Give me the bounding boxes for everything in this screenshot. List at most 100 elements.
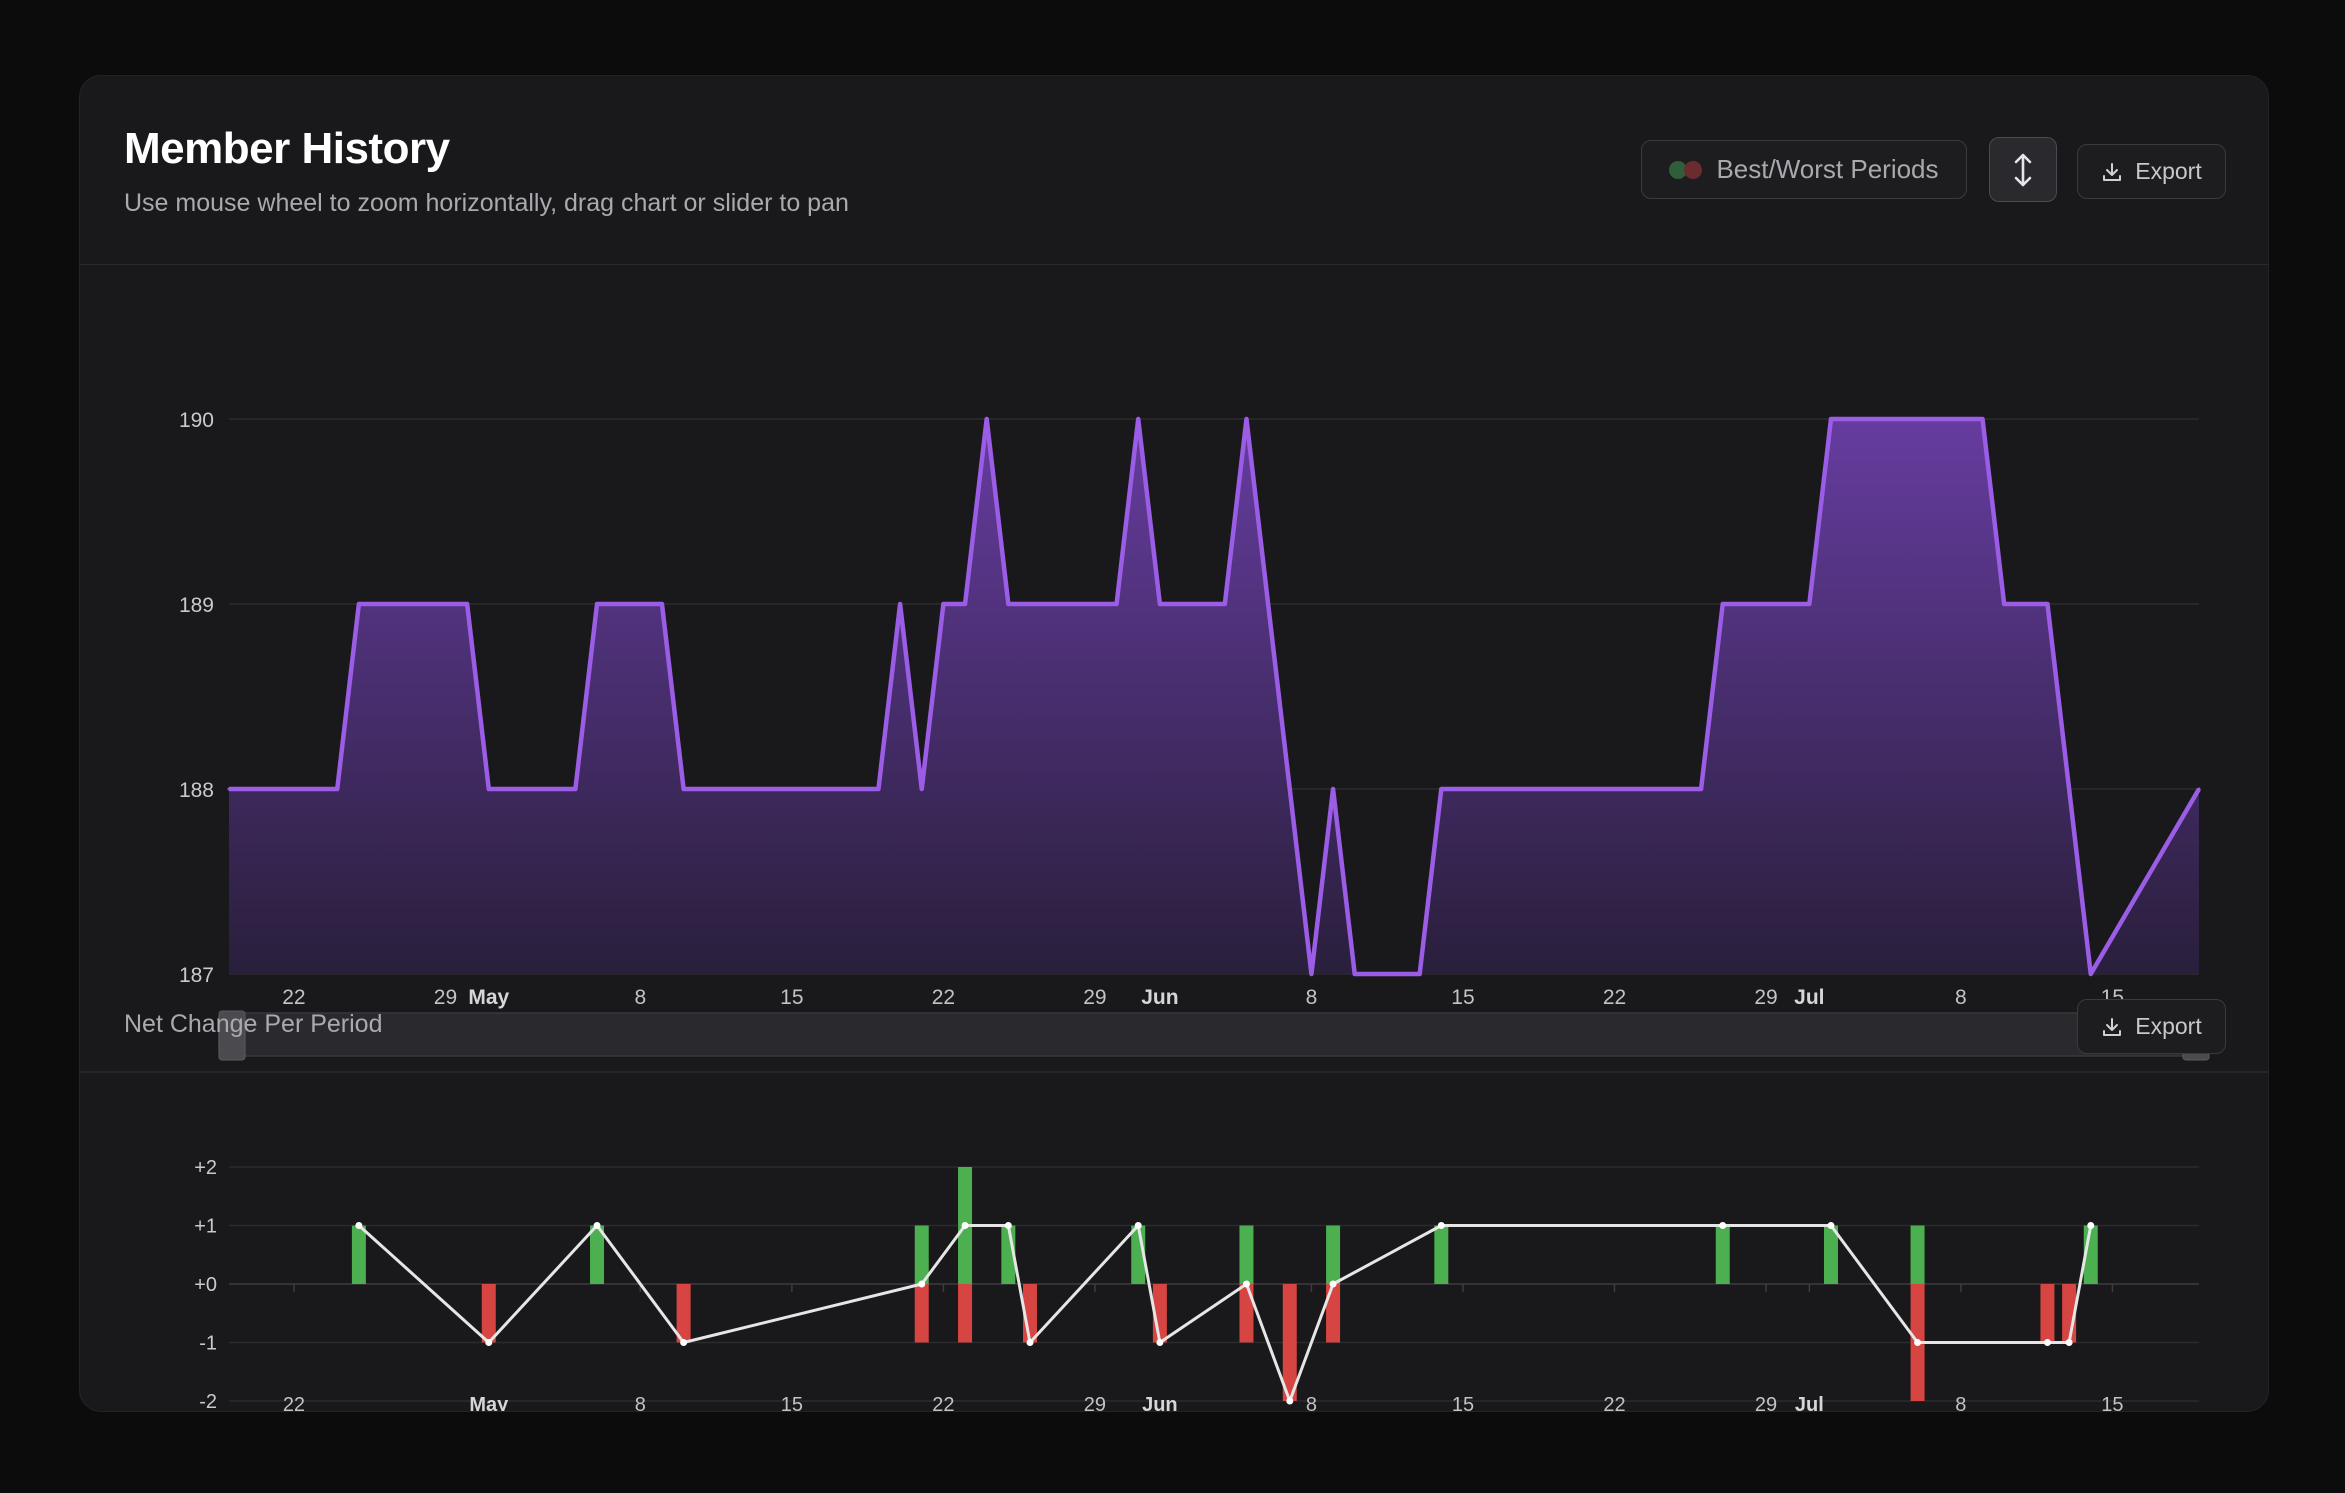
data-point: [1309, 972, 1313, 976]
data-point: [1006, 602, 1010, 606]
member-history-chart[interactable]: 190 189 188 187 22 29 May 8 15 22 29 Jun 8 15 22 29 Jul 8…: [80, 264, 2268, 1084]
y-tick-label: 187: [179, 964, 214, 987]
net-change-chart[interactable]: +2 +1 +0 -1 -2 22 May 8 15 22 29 Jun 8 15 22 29 Jul 8 15: [80, 1064, 2268, 1411]
net-point: [2043, 1339, 2051, 1346]
data-point: [357, 602, 361, 606]
net-point: [593, 1222, 601, 1229]
export-button[interactable]: Export: [2077, 144, 2226, 199]
net-point: [961, 1222, 969, 1229]
x-tick-label: May: [468, 986, 509, 1009]
net-point: [1329, 1280, 1337, 1288]
x-tick-label: 22: [283, 1394, 305, 1411]
gain-bar: [914, 1225, 929, 1284]
gain-bar: [1715, 1225, 1730, 1284]
x-tick-label: 29: [1754, 986, 1777, 1009]
net-point: [1242, 1280, 1250, 1288]
net-change-export-button[interactable]: Export: [2077, 999, 2226, 1054]
expand-button[interactable]: [1989, 137, 2057, 202]
net-point: [1026, 1339, 1034, 1346]
y-tick-label: -2: [199, 1391, 217, 1411]
best-worst-periods-toggle[interactable]: Best/Worst Periods: [1641, 140, 1967, 199]
x-tick-label: 22: [1603, 1394, 1625, 1411]
net-point: [1437, 1222, 1445, 1229]
x-tick-label: 29: [1755, 1394, 1777, 1411]
area-fill: [229, 419, 2199, 974]
loss-bar: [2040, 1284, 2055, 1343]
data-point: [898, 602, 902, 606]
x-tick-label: 22: [932, 1394, 954, 1411]
loss-bar: [958, 1284, 973, 1343]
net-point: [1004, 1222, 1012, 1229]
x-tick-label: Jul: [1795, 1394, 1824, 1411]
range-slider-track[interactable]: [218, 1012, 2210, 1057]
x-tick-label: 8: [1955, 1394, 1966, 1411]
data-point: [335, 787, 339, 791]
data-point: [1418, 972, 1422, 976]
vertical-arrows-icon: [2014, 153, 2032, 186]
card-header: Member History Use mouse wheel to zoom h…: [80, 76, 2268, 265]
range-slider-left-handle[interactable]: [218, 1010, 246, 1061]
data-point: [595, 602, 599, 606]
data-point: [1439, 787, 1443, 791]
data-point: [1115, 602, 1119, 606]
data-point: [682, 787, 686, 791]
y-tick-label: +0: [194, 1274, 217, 1296]
x-tick-label: 15: [1452, 1394, 1474, 1411]
y-tick-label: 189: [179, 594, 214, 617]
data-point: [985, 417, 989, 421]
net-point: [1914, 1339, 1922, 1346]
loss-bar: [676, 1284, 691, 1343]
gain-bar: [590, 1225, 605, 1284]
x-tick-label: Jun: [1141, 986, 1178, 1009]
gain-bar: [351, 1225, 366, 1284]
net-point: [680, 1339, 688, 1346]
data-point: [1158, 602, 1162, 606]
x-tick-label: 8: [635, 1394, 646, 1411]
y-tick-label: 188: [179, 779, 214, 802]
data-point: [465, 602, 469, 606]
data-point: [1223, 602, 1227, 606]
data-point: [573, 787, 577, 791]
x-tick-label: 8: [634, 986, 646, 1009]
loss-bar: [1239, 1284, 1254, 1343]
loss-bar: [1326, 1284, 1341, 1343]
x-tick-label: 29: [1084, 1394, 1106, 1411]
x-tick-label: 22: [1603, 986, 1626, 1009]
net-point: [1286, 1397, 1294, 1405]
data-point: [1331, 787, 1335, 791]
data-point: [487, 787, 491, 791]
gain-bar: [1910, 1225, 1925, 1284]
export-label: Export: [2135, 158, 2202, 184]
net-point: [355, 1222, 363, 1229]
data-point: [1244, 417, 1248, 421]
net-line: [357, 1224, 2093, 1403]
data-point: [1829, 417, 1833, 421]
data-point: [2002, 602, 2006, 606]
data-point: [1721, 602, 1725, 606]
data-point: [227, 787, 231, 791]
page-title: Member History: [124, 124, 450, 173]
x-tick-label: 22: [282, 986, 305, 1009]
x-tick-label: May: [469, 1394, 509, 1411]
x-tick-label: 15: [1451, 986, 1474, 1009]
gain-bar: [1434, 1225, 1449, 1284]
data-point: [876, 787, 880, 791]
x-tick-label: 29: [1083, 986, 1106, 1009]
page-subtitle: Use mouse wheel to zoom horizontally, dr…: [124, 189, 849, 217]
data-point: [963, 602, 967, 606]
net-point: [485, 1339, 493, 1346]
data-point: [1136, 417, 1140, 421]
x-tick-label: 8: [1955, 986, 1967, 1009]
net-point: [2065, 1339, 2073, 1346]
best-worst-dots-icon: [1669, 160, 1703, 179]
x-tick-label: 29: [434, 986, 457, 1009]
loss-bar: [1282, 1284, 1297, 1401]
x-tick-label: Jul: [1794, 986, 1824, 1009]
gain-bar: [1326, 1225, 1341, 1284]
data-point: [2045, 602, 2049, 606]
member-history-card: Member History Use mouse wheel to zoom h…: [79, 75, 2269, 1412]
net-point: [2087, 1222, 2095, 1229]
y-tick-label: -1: [199, 1333, 217, 1355]
data-point: [941, 602, 945, 606]
data-point: [1981, 417, 1985, 421]
